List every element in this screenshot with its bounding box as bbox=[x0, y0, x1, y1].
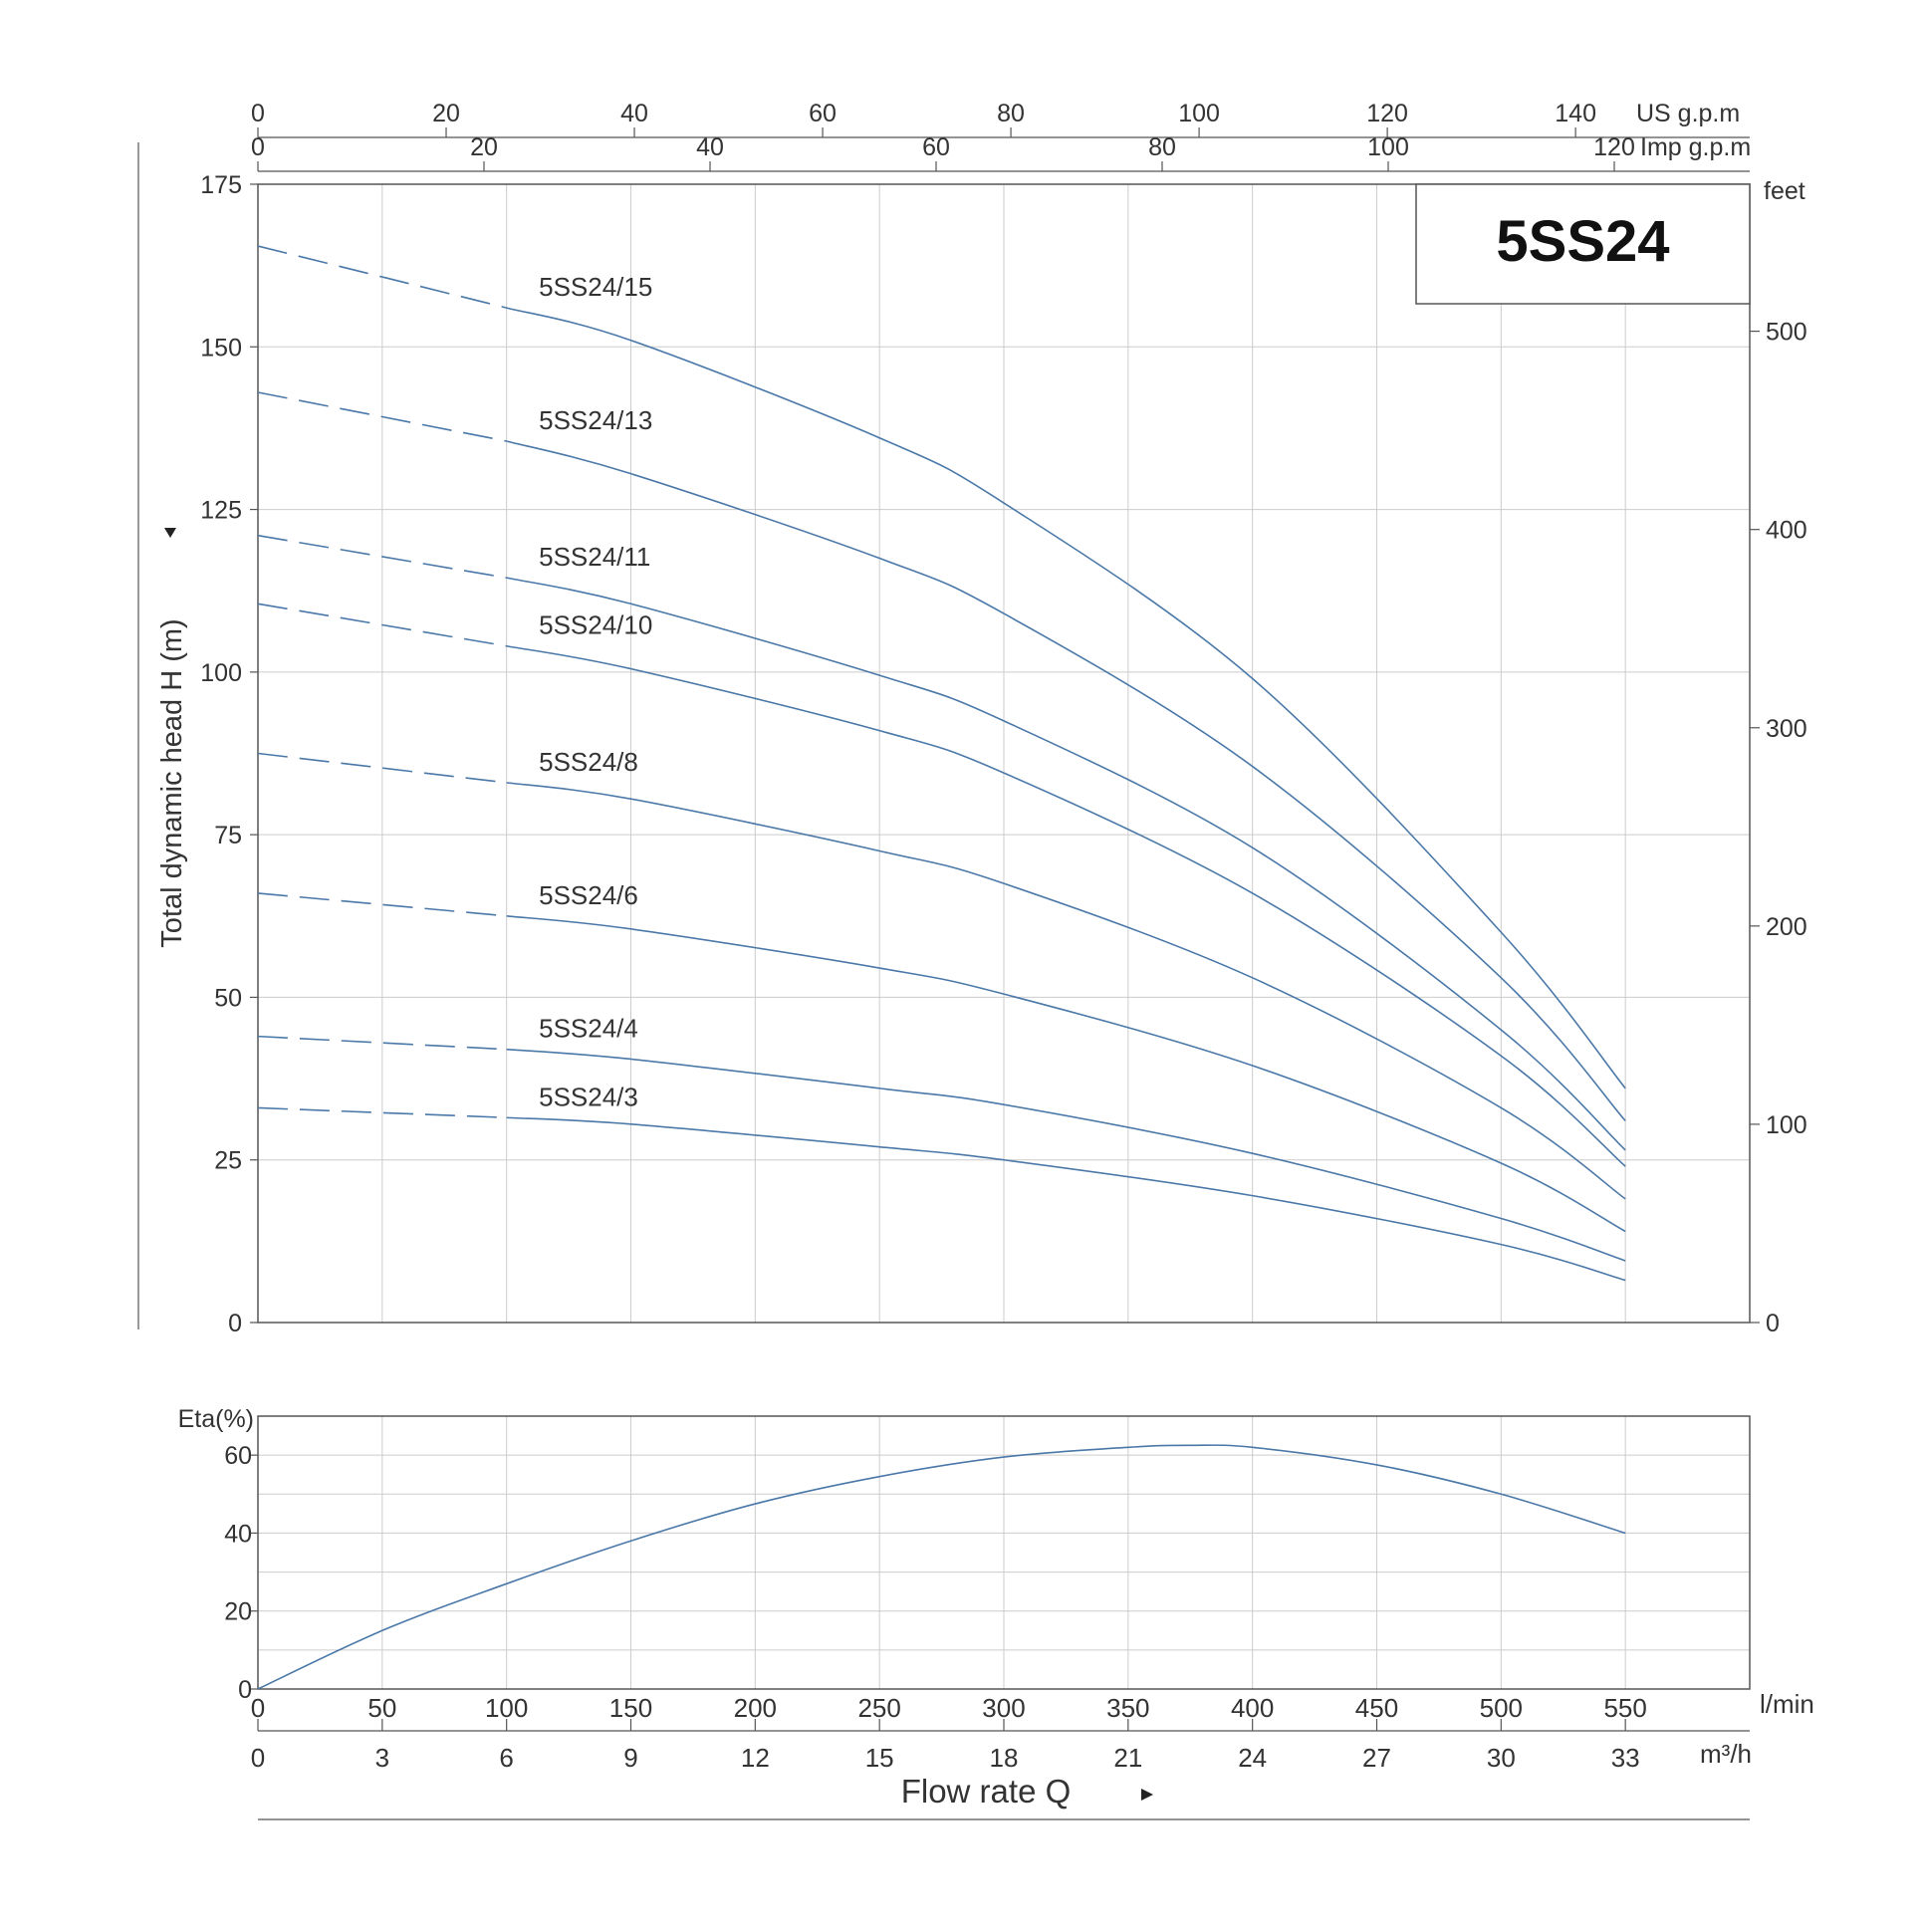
feet-tick-label: 100 bbox=[1766, 1111, 1807, 1139]
feet-tick-label: 400 bbox=[1766, 517, 1807, 545]
eta-ytick-label: 20 bbox=[224, 1598, 252, 1626]
head-ytick-label: 25 bbox=[214, 1147, 242, 1175]
head-axis-arrow-icon bbox=[164, 528, 176, 538]
head-ytick-label: 125 bbox=[200, 497, 242, 525]
head-ytick-label: 0 bbox=[228, 1310, 242, 1337]
m3h-tick-label: 6 bbox=[499, 1743, 513, 1773]
head-curve bbox=[506, 577, 1626, 1151]
lpm-tick-label: 450 bbox=[1355, 1693, 1398, 1723]
lpm-tick-label: 350 bbox=[1106, 1693, 1149, 1723]
head-curve-label: 5SS24/6 bbox=[539, 880, 638, 910]
head-ytick-label: 75 bbox=[214, 822, 242, 849]
imp-gpm-unit-label: Imp g.p.m bbox=[1640, 133, 1751, 161]
head-curve-label: 5SS24/3 bbox=[539, 1082, 638, 1111]
head-curve-dashed bbox=[257, 892, 507, 917]
feet-tick-label: 200 bbox=[1766, 913, 1807, 941]
head-curve-dashed bbox=[257, 245, 507, 309]
head-axis-label: Total dynamic head H (m) bbox=[156, 618, 188, 947]
eta-ytick-label: 0 bbox=[238, 1676, 252, 1704]
head-curve bbox=[506, 644, 1626, 1167]
imp-gpm-tick-label: 80 bbox=[1148, 133, 1176, 161]
lpm-tick-label: 100 bbox=[485, 1693, 528, 1723]
head-curve bbox=[506, 1116, 1626, 1282]
imp-gpm-tick-label: 0 bbox=[251, 133, 265, 161]
flow-rate-label: Flow rate Q bbox=[901, 1773, 1072, 1810]
head-ytick-label: 150 bbox=[200, 334, 242, 362]
eta-curve bbox=[257, 1444, 1626, 1690]
head-ytick-label: 100 bbox=[200, 659, 242, 687]
model-title: 5SS24 bbox=[1496, 209, 1669, 274]
head-curve bbox=[506, 914, 1626, 1233]
eta-axis-label: Eta(%) bbox=[178, 1405, 254, 1433]
eta-ytick-label: 40 bbox=[224, 1520, 252, 1548]
head-curve-label: 5SS24/11 bbox=[539, 542, 650, 572]
head-curve-label: 5SS24/13 bbox=[539, 405, 652, 435]
head-curve-label: 5SS24/15 bbox=[539, 272, 652, 302]
m3h-tick-label: 3 bbox=[375, 1743, 389, 1773]
lpm-tick-label: 400 bbox=[1231, 1693, 1274, 1723]
eta-ytick-label: 60 bbox=[224, 1442, 252, 1470]
m3h-tick-label: 27 bbox=[1362, 1743, 1391, 1773]
feet-unit-label: feet bbox=[1764, 177, 1805, 205]
lpm-tick-label: 0 bbox=[251, 1693, 265, 1723]
us-gpm-tick-label: 140 bbox=[1555, 100, 1596, 127]
us-gpm-tick-label: 40 bbox=[620, 100, 648, 127]
lpm-tick-label: 250 bbox=[857, 1693, 900, 1723]
head-ytick-label: 175 bbox=[200, 171, 242, 199]
feet-tick-label: 300 bbox=[1766, 715, 1807, 743]
head-curve-dashed bbox=[257, 391, 507, 442]
lpm-tick-label: 150 bbox=[609, 1693, 652, 1723]
m3h-tick-label: 0 bbox=[251, 1743, 265, 1773]
feet-tick-label: 500 bbox=[1766, 319, 1807, 347]
head-curve-label: 5SS24/8 bbox=[539, 747, 638, 777]
m3h-tick-label: 33 bbox=[1611, 1743, 1640, 1773]
imp-gpm-tick-label: 120 bbox=[1593, 133, 1635, 161]
head-curve bbox=[506, 782, 1626, 1200]
head-curve-dashed bbox=[257, 1106, 507, 1119]
flow-rate-arrow-icon bbox=[1141, 1789, 1153, 1801]
head-curve-dashed bbox=[257, 603, 507, 647]
us-gpm-tick-label: 0 bbox=[251, 100, 265, 127]
us-gpm-unit-label: US g.p.m bbox=[1636, 100, 1740, 127]
head-ytick-label: 50 bbox=[214, 984, 242, 1012]
m3h-unit-label: m³/h bbox=[1700, 1739, 1752, 1769]
imp-gpm-tick-label: 100 bbox=[1367, 133, 1409, 161]
m3h-tick-label: 21 bbox=[1113, 1743, 1142, 1773]
m3h-tick-label: 12 bbox=[741, 1743, 770, 1773]
head-curve bbox=[506, 440, 1626, 1122]
lpm-tick-label: 300 bbox=[982, 1693, 1025, 1723]
head-curve-label: 5SS24/10 bbox=[539, 610, 652, 640]
us-gpm-tick-label: 80 bbox=[997, 100, 1025, 127]
imp-gpm-tick-label: 40 bbox=[696, 133, 724, 161]
us-gpm-tick-label: 120 bbox=[1366, 100, 1408, 127]
model-title-box bbox=[1415, 183, 1751, 305]
m3h-tick-label: 9 bbox=[623, 1743, 637, 1773]
eta-plot-frame bbox=[257, 1415, 1751, 1690]
head-curve bbox=[506, 1048, 1626, 1262]
m3h-tick-label: 18 bbox=[990, 1743, 1019, 1773]
lpm-tick-label: 550 bbox=[1603, 1693, 1646, 1723]
head-curve bbox=[506, 307, 1626, 1089]
m3h-tick-label: 30 bbox=[1487, 1743, 1516, 1773]
us-gpm-tick-label: 20 bbox=[432, 100, 460, 127]
imp-gpm-tick-label: 20 bbox=[470, 133, 498, 161]
m3h-tick-label: 24 bbox=[1238, 1743, 1267, 1773]
lpm-tick-label: 200 bbox=[734, 1693, 777, 1723]
lpm-unit-label: l/min bbox=[1760, 1689, 1814, 1719]
feet-tick-label: 0 bbox=[1766, 1310, 1780, 1337]
imp-gpm-tick-label: 60 bbox=[922, 133, 950, 161]
head-curve-label: 5SS24/4 bbox=[539, 1014, 638, 1044]
lpm-tick-label: 50 bbox=[367, 1693, 396, 1723]
m3h-tick-label: 15 bbox=[865, 1743, 894, 1773]
head-curve-dashed bbox=[257, 534, 507, 579]
us-gpm-tick-label: 100 bbox=[1178, 100, 1220, 127]
lpm-tick-label: 500 bbox=[1480, 1693, 1523, 1723]
us-gpm-tick-label: 60 bbox=[809, 100, 837, 127]
head-curve-dashed bbox=[257, 752, 507, 784]
head-curve-dashed bbox=[257, 1035, 507, 1051]
